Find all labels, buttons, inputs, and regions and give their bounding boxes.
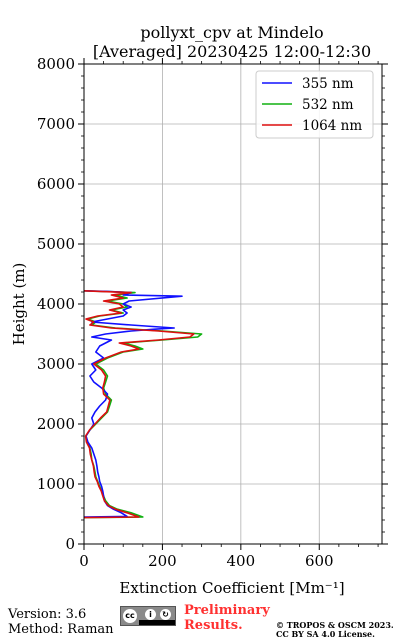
legend: 355 nm 532 nm 1064 nm xyxy=(255,70,374,139)
license-text: CC BY SA 4.0 License. xyxy=(276,629,375,639)
y-tick-label-1000: 1000 xyxy=(37,475,75,493)
series-line-1064 xyxy=(83,290,195,519)
x-tick-label-0: 0 xyxy=(79,552,89,570)
x-tick-label-400: 400 xyxy=(227,552,256,570)
results-label: Results. xyxy=(184,618,243,633)
x-tick-label-200: 200 xyxy=(148,552,177,570)
legend-label-355: 355 nm xyxy=(302,76,354,92)
y-tick-label-5000: 5000 xyxy=(37,235,75,253)
y-tick-label-8000: 8000 xyxy=(37,55,75,73)
x-tick-label-600: 600 xyxy=(305,552,334,570)
sa-icon: ↻ xyxy=(160,609,171,620)
chart-title-line1: pollyxt_cpv at Mindelo xyxy=(140,23,323,42)
y-tick-label-4000: 4000 xyxy=(37,295,75,313)
y-tick-label-7000: 7000 xyxy=(37,115,75,133)
y-axis-label: Height (m) xyxy=(10,263,28,346)
y-tick-label-2000: 2000 xyxy=(37,415,75,433)
legend-box xyxy=(255,70,374,139)
by-icon: i xyxy=(145,609,156,620)
preliminary-label: Preliminary xyxy=(184,603,270,618)
y-tick-label-0: 0 xyxy=(65,535,75,553)
version-text: Version: 3.6 xyxy=(8,607,87,622)
cc-license-badge: cc i ↻ xyxy=(120,606,176,626)
badge-strip xyxy=(139,620,175,625)
y-tick-label-3000: 3000 xyxy=(37,355,75,373)
series-line-355 xyxy=(83,290,183,518)
cc-icon: cc xyxy=(123,609,137,623)
method-text: Method: Raman xyxy=(8,622,114,637)
series-lines xyxy=(83,290,203,519)
chart-title-line2: [Averaged] 20230425 12:00-12:30 xyxy=(93,42,371,61)
legend-label-532: 532 nm xyxy=(302,97,354,113)
axis-ticks xyxy=(78,58,388,550)
x-axis-label: Extinction Coefficient [Mm⁻¹] xyxy=(119,579,344,597)
copyright-text: © TROPOS & OSCM 2023. xyxy=(276,620,394,630)
y-tick-label-6000: 6000 xyxy=(37,175,75,193)
legend-label-1064: 1064 nm xyxy=(302,118,362,134)
